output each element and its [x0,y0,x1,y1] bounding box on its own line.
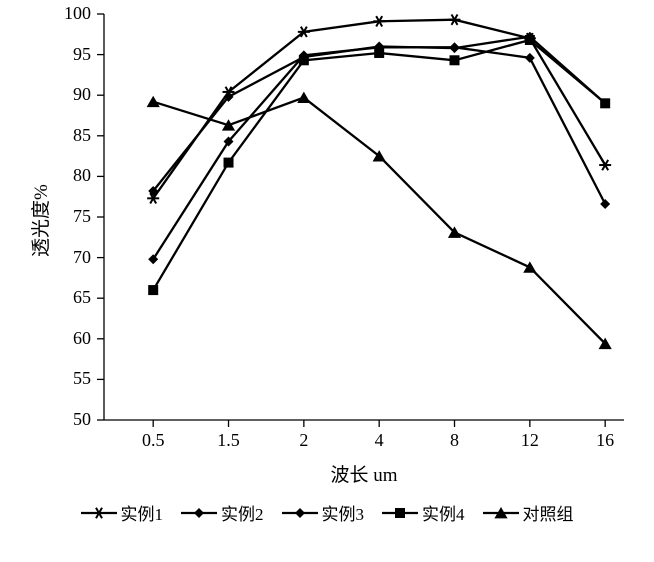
y-axis-label: 透光度% [26,184,53,257]
x-tick-label: 4 [375,430,384,451]
chart-area: 50 55 60 65 70 75 80 85 90 95 100 0.5 1.5 2 4 8 12 16 透光度… [0,0,654,500]
y-tick-label: 100 [51,3,91,24]
legend-item: 实例3 [282,500,365,525]
legend: 实例1 实例2 实例3 实例4 对照组 [0,500,654,525]
y-tick-label: 70 [51,247,91,268]
legend-label: 实例3 [322,500,365,525]
y-tick-label: 65 [51,287,91,308]
x-tick-label: 0.5 [142,430,165,451]
y-tick-label: 75 [51,206,91,227]
y-tick-label: 95 [51,44,91,65]
y-tick-label: 60 [51,328,91,349]
x-tick-label: 12 [521,430,539,451]
legend-label: 实例1 [121,500,164,525]
series-实例4 [148,35,610,295]
legend-marker-icon [483,505,519,521]
legend-label: 对照组 [523,500,574,525]
figure: 50 55 60 65 70 75 80 85 90 95 100 0.5 1.5 2 4 8 12 16 透光度… [0,0,654,562]
legend-item: 实例1 [81,500,164,525]
y-tick-label: 55 [51,368,91,389]
chart-svg [0,0,654,500]
y-tick-label: 50 [51,409,91,430]
legend-marker-icon [81,505,117,521]
y-tick-label: 85 [51,125,91,146]
legend-label: 实例4 [422,500,465,525]
x-tick-label: 8 [450,430,459,451]
y-tick-label: 80 [51,165,91,186]
legend-item: 实例2 [181,500,264,525]
legend-item: 对照组 [483,500,574,525]
legend-marker-icon [282,505,318,521]
legend-marker-icon [382,505,418,521]
x-axis-label: 波长 um [330,460,397,487]
legend-label: 实例2 [221,500,264,525]
x-tick-label: 16 [596,430,614,451]
legend-item: 实例4 [382,500,465,525]
y-tick-label: 90 [51,84,91,105]
x-tick-label: 1.5 [217,430,240,451]
x-tick-label: 2 [299,430,308,451]
legend-marker-icon [181,505,217,521]
series-对照组 [147,92,612,349]
